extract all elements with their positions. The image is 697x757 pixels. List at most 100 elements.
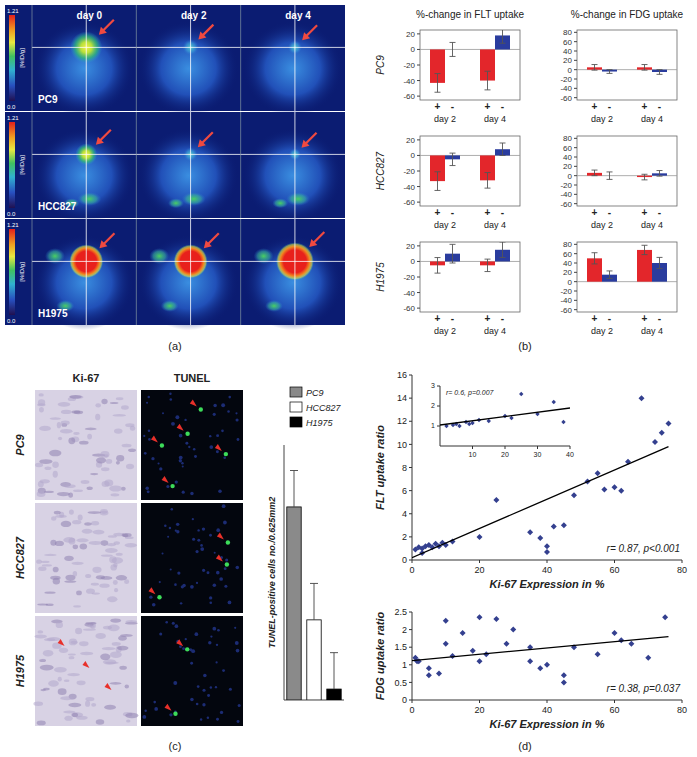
- x-tick-label: 10: [469, 451, 477, 458]
- colorbar-title: [%ID/g]: [19, 262, 25, 282]
- tissue-texture: [71, 562, 83, 565]
- arrowhead: [198, 139, 206, 147]
- tissue-texture: [40, 689, 46, 691]
- y-tick-label: 60: [563, 144, 572, 153]
- tissue-texture: [216, 718, 219, 721]
- tissue-texture: [76, 716, 88, 720]
- day-label: day 2: [181, 10, 207, 21]
- marks: [587, 245, 667, 281]
- tissue-texture: [130, 426, 135, 431]
- tissue-texture: [116, 455, 124, 462]
- tissue-texture: [79, 441, 89, 445]
- error-bar: [500, 242, 506, 258]
- error-bar: [310, 583, 318, 619]
- separator: [32, 219, 33, 325]
- y-tick: [417, 186, 420, 187]
- tissue-texture: [48, 680, 59, 686]
- category-label: day 4: [641, 114, 663, 124]
- colorbar: [9, 15, 15, 101]
- chart-title: %-change in FLT uptake: [416, 9, 524, 20]
- tissue-texture: [105, 548, 118, 553]
- y-tick: [574, 79, 577, 80]
- arrowhead: [302, 140, 310, 148]
- tissue-texture: [104, 705, 116, 710]
- y-tick-label: -40: [403, 289, 415, 298]
- tissue-texture: [159, 633, 162, 636]
- tunel-spot: [170, 484, 174, 488]
- tissue-texture: [116, 553, 123, 556]
- tissue-texture: [52, 462, 59, 468]
- row-label: HCC827: [14, 536, 26, 579]
- point: [519, 392, 523, 396]
- error-bar: [607, 172, 613, 179]
- tissue-texture: [159, 467, 162, 470]
- tissue-texture: [235, 641, 239, 645]
- tissue-texture: [173, 681, 177, 685]
- point: [537, 535, 543, 541]
- tissue-texture: [237, 438, 240, 441]
- y-tick: [409, 513, 412, 514]
- tissue-texture: [176, 530, 179, 533]
- pet-body: [138, 21, 238, 116]
- y-tick-label: -60: [560, 94, 572, 103]
- tissue-texture: [110, 651, 122, 658]
- arrowhead: [302, 32, 310, 40]
- tissue-texture: [109, 485, 122, 491]
- y-tick: [574, 272, 577, 273]
- marks: [430, 30, 510, 92]
- y-tick: [409, 560, 412, 561]
- y-tick-label: 40: [563, 47, 572, 56]
- series-label: +: [592, 101, 598, 112]
- tissue-texture: [85, 428, 97, 431]
- panel-label: (d): [518, 740, 531, 752]
- tissue-texture: [91, 583, 99, 586]
- series-label: -: [501, 207, 504, 218]
- category-label: day 2: [591, 326, 613, 336]
- separator: [136, 5, 137, 111]
- tissue-texture: [41, 659, 45, 662]
- y-tick: [417, 171, 420, 172]
- panel-label: (a): [168, 340, 181, 352]
- point: [477, 658, 483, 664]
- tissue-texture: [112, 414, 126, 417]
- series-label: -: [451, 313, 454, 324]
- tissue-texture: [165, 621, 168, 624]
- tissue-texture: [107, 543, 116, 546]
- series-label: +: [592, 207, 598, 218]
- tissue-texture: [84, 522, 91, 525]
- tissue-texture: [53, 567, 59, 573]
- bar: [307, 620, 321, 700]
- tissue-texture: [61, 420, 70, 425]
- error-bar: [592, 253, 598, 264]
- tissue-texture: [117, 646, 129, 651]
- colorbar-label: 0.0: [7, 318, 16, 324]
- tissue-texture: [235, 566, 239, 570]
- y-tick: [409, 421, 412, 422]
- point: [571, 492, 577, 498]
- y-axis: [284, 445, 285, 700]
- tissue-texture: [126, 719, 130, 722]
- y-tick: [409, 490, 412, 491]
- point: [544, 549, 550, 555]
- point: [470, 648, 476, 654]
- point: [537, 665, 543, 671]
- tissue-texture: [37, 630, 43, 633]
- tissue-texture: [172, 622, 175, 625]
- tissue-texture: [43, 650, 54, 657]
- tissue-texture: [95, 633, 106, 639]
- tissue-texture: [51, 516, 56, 520]
- series-label: +: [485, 101, 491, 112]
- tissue-texture: [126, 464, 134, 469]
- tissue-texture: [210, 686, 213, 689]
- tissue-texture: [40, 665, 54, 671]
- tissue-texture: [91, 703, 96, 707]
- y-tick: [574, 300, 577, 301]
- marks: [412, 614, 669, 685]
- tissue-texture: [125, 620, 137, 623]
- tissue-texture: [60, 429, 72, 434]
- y-tick-label: 2: [431, 402, 435, 409]
- tissue-texture: [86, 588, 95, 593]
- tissue-texture: [64, 716, 72, 721]
- separator: [240, 112, 241, 218]
- tissue-texture: [179, 456, 183, 460]
